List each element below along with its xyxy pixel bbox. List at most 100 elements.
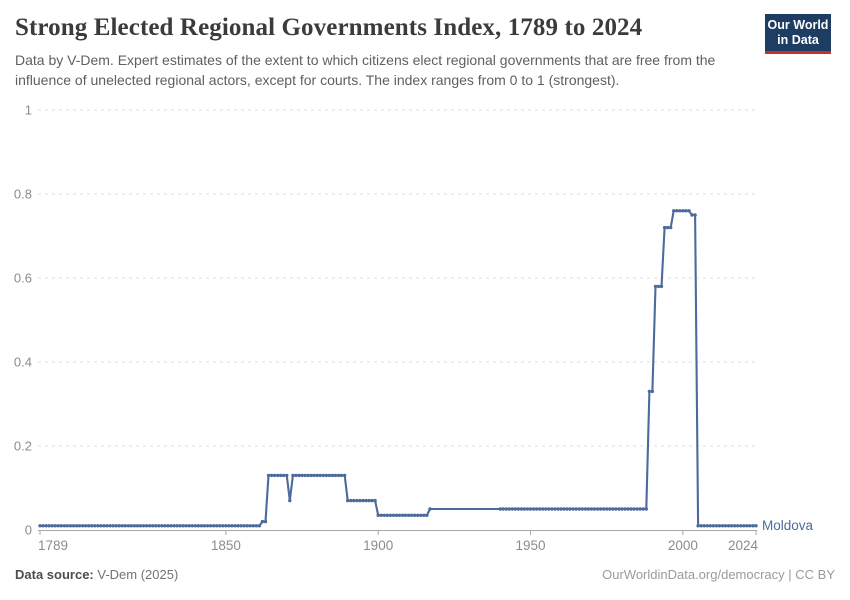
data-point: [641, 507, 645, 511]
data-point: [647, 389, 652, 394]
data-point: [272, 473, 277, 478]
data-point: [193, 524, 198, 528]
data-point: [224, 524, 228, 528]
data-point: [315, 473, 319, 478]
data-point: [413, 513, 417, 517]
data-point: [553, 507, 557, 511]
data-point: [608, 507, 612, 511]
y-tick-label: 0.6: [14, 271, 32, 286]
data-point: [114, 524, 118, 528]
data-point: [541, 507, 545, 511]
data-point: [729, 524, 734, 528]
data-point: [739, 524, 743, 528]
data-point: [528, 507, 533, 511]
data-point: [285, 473, 289, 478]
data-point: [239, 524, 243, 528]
x-tick-label: 1900: [363, 538, 393, 553]
data-point: [269, 473, 274, 478]
data-point: [385, 513, 389, 517]
data-point: [565, 507, 569, 511]
data-point: [56, 524, 60, 528]
data-point-markers: [38, 209, 758, 528]
data-point: [208, 524, 213, 528]
data-point: [260, 519, 265, 524]
data-point: [166, 524, 170, 528]
data-point: [373, 498, 377, 503]
data-point: [62, 524, 67, 528]
data-point: [257, 524, 262, 528]
data-point: [93, 524, 97, 528]
data-point: [525, 507, 530, 511]
data-point: [318, 473, 322, 478]
data-point: [754, 524, 758, 528]
data-point: [126, 524, 131, 528]
data-point: [690, 213, 694, 217]
data-point: [672, 209, 676, 213]
moldova-line-path[interactable]: [38, 209, 758, 527]
data-point: [626, 507, 630, 511]
data-point: [614, 507, 618, 511]
data-point: [233, 524, 237, 528]
data-point: [291, 473, 295, 478]
data-point: [669, 225, 673, 230]
data-point: [748, 524, 752, 528]
data-point: [245, 524, 249, 528]
data-point: [544, 507, 548, 511]
data-point: [662, 225, 667, 230]
data-point: [407, 513, 411, 517]
data-point: [190, 524, 194, 528]
data-point: [428, 507, 432, 511]
data-point: [623, 507, 627, 511]
data-point: [583, 507, 588, 511]
data-point: [236, 524, 240, 528]
data-point: [181, 524, 185, 528]
data-point: [498, 507, 502, 511]
data-point: [99, 524, 103, 528]
data-point: [111, 524, 115, 528]
data-point: [172, 524, 176, 528]
data-point: [279, 473, 283, 478]
data-point: [656, 284, 661, 289]
data-point: [68, 524, 73, 528]
data-point: [148, 524, 152, 528]
data-point: [187, 524, 191, 528]
data-point: [343, 473, 347, 478]
data-point: [102, 524, 106, 528]
moldova-line[interactable]: [38, 209, 758, 527]
data-point: [175, 524, 179, 528]
data-point: [90, 524, 94, 528]
data-point: [333, 473, 338, 478]
data-source-value: V-Dem (2025): [93, 567, 179, 582]
data-point: [123, 524, 128, 528]
data-point: [379, 513, 383, 517]
data-point: [714, 524, 719, 528]
data-point: [538, 507, 542, 511]
data-point: [705, 524, 709, 528]
data-point: [221, 524, 225, 528]
data-point: [74, 524, 79, 528]
moldova-endpoint-label[interactable]: Moldova: [762, 518, 814, 533]
data-point: [547, 507, 551, 511]
data-point: [632, 507, 636, 511]
data-point: [394, 513, 399, 517]
data-point: [108, 524, 112, 528]
data-point: [294, 473, 298, 478]
data-point: [254, 524, 258, 528]
data-point: [595, 507, 600, 511]
data-point: [589, 507, 594, 511]
data-point: [306, 473, 310, 478]
data-point: [419, 513, 423, 517]
data-point: [205, 524, 210, 528]
footer-license-link[interactable]: OurWorldinData.org/democracy | CC BY: [602, 567, 835, 582]
data-point: [38, 524, 42, 528]
data-point: [358, 498, 362, 503]
data-point: [696, 524, 700, 528]
data-point: [117, 524, 121, 528]
data-point: [367, 498, 371, 503]
data-point: [53, 524, 57, 528]
data-point: [132, 524, 137, 528]
owid-logo[interactable]: Our World in Data: [765, 14, 831, 54]
data-point: [138, 524, 143, 528]
data-point: [397, 513, 402, 517]
